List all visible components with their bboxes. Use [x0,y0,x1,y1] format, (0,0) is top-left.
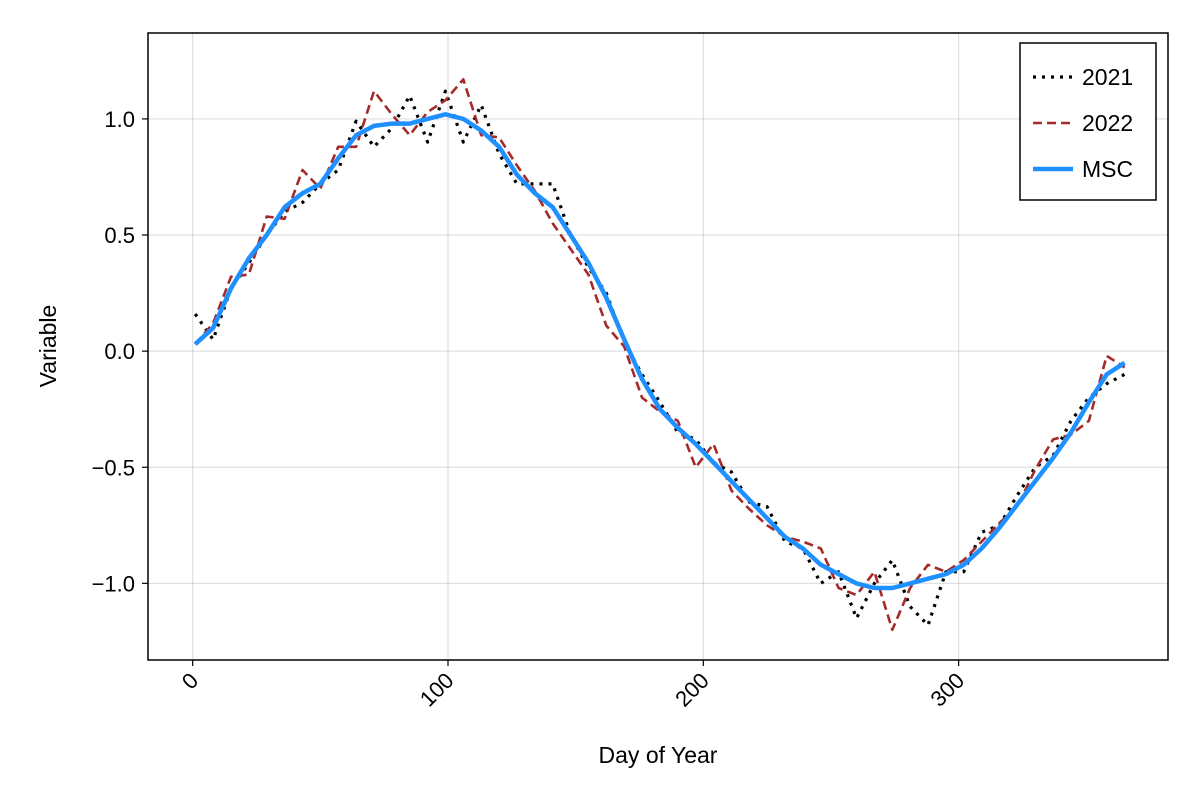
y-tick-label: −0.5 [92,455,135,480]
legend-label-msc: MSC [1082,156,1133,182]
y-tick-label: 1.0 [104,107,135,132]
grid-lines [148,33,1168,660]
legend-label-2022: 2022 [1082,110,1133,136]
y-axis-label: Variable [35,305,61,388]
y-tick-label: 0.5 [104,223,135,248]
plot-frame [147,32,1169,661]
legend: 2021 2022 MSC [1019,42,1157,201]
y-tick-label: −1.0 [92,571,135,596]
x-axis-label: Day of Year [599,742,718,768]
legend-label-2021: 2021 [1082,64,1133,90]
y-tick-label: 0.0 [104,339,135,364]
series-layer [193,78,1126,632]
legend-box [1019,42,1157,201]
series-line-2022 [194,78,1126,632]
series-line-msc [193,112,1126,591]
